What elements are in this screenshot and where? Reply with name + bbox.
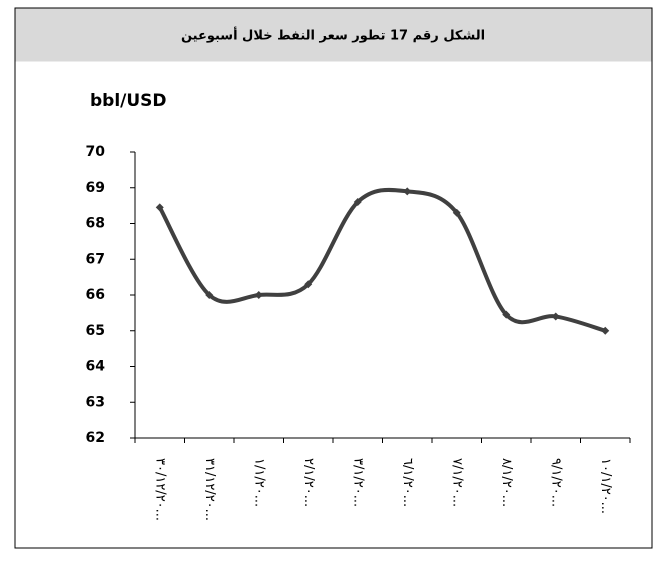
marker <box>502 310 511 319</box>
x-tick-label: ٣٠/١٢/٢٠... <box>152 458 167 521</box>
x-tick-label: ٣١/١٢/٢٠... <box>202 458 217 521</box>
y-tick-label: 65 <box>86 323 105 339</box>
y-tick-label: 69 <box>86 180 105 196</box>
marker <box>353 198 362 207</box>
marker <box>452 208 461 217</box>
chart-title: الشكل رقم 17 تطور سعر النفط خلال أسبوعين <box>181 27 485 44</box>
y-tick-label: 66 <box>86 287 105 303</box>
header-band <box>15 8 652 62</box>
x-tick-label: ١٠/١/٢٠... <box>598 458 613 514</box>
marker <box>551 312 560 321</box>
y-tick-label: 68 <box>86 216 105 232</box>
y-tick-label: 70 <box>86 144 106 160</box>
y-axis-label: bbl/USD <box>90 91 167 111</box>
marker <box>205 291 214 299</box>
x-tick-label: ٣/١/٢٠... <box>350 458 365 507</box>
y-tick-label: 67 <box>86 251 105 267</box>
x-tick-label: ٢/١/٢٠... <box>301 458 316 507</box>
y-tick-label: 64 <box>86 359 106 375</box>
y-tick-label: 63 <box>86 394 105 410</box>
chart-frame <box>14 7 653 549</box>
marker <box>403 187 412 196</box>
y-tick-label: 62 <box>86 430 105 446</box>
x-tick-label: ٩/١/٢٠... <box>548 458 563 507</box>
x-tick-label: ٦/١/٢٠... <box>400 458 415 507</box>
x-tick-label: ٨/١/٢٠... <box>499 458 514 507</box>
x-tick-label: ١/١/٢٠... <box>251 458 266 507</box>
marker <box>254 291 263 299</box>
marker <box>304 280 313 289</box>
marker <box>155 203 164 212</box>
marker <box>601 326 610 335</box>
line <box>158 187 606 333</box>
x-tick-label: ٧/١/٢٠... <box>449 458 464 507</box>
